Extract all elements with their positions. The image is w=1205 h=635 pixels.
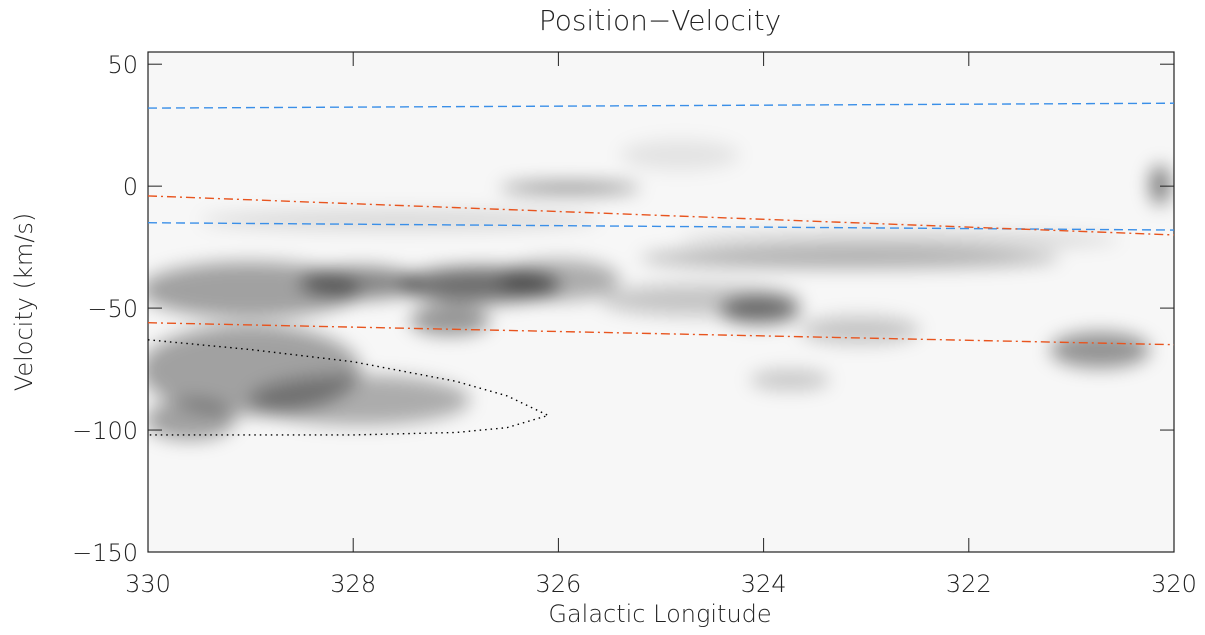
plot-frame (147, 51, 1175, 553)
y-tick-label: 50 (107, 51, 138, 79)
x-tick-label: 330 (125, 570, 171, 598)
chart-title: Position−Velocity (539, 4, 781, 37)
curve (148, 102, 1174, 109)
y-tick-label: −50 (87, 295, 138, 323)
x-axis-label: Galactic Longitude (548, 600, 771, 628)
x-tick-label: 326 (535, 570, 581, 598)
x-tick-label: 324 (741, 570, 787, 598)
x-tick-label: 322 (946, 570, 992, 598)
y-axis-label: Velocity (km/s) (10, 213, 38, 391)
x-tick-label: 320 (1151, 570, 1197, 598)
y-tick-label: −100 (72, 417, 138, 445)
x-tick-label: 328 (330, 570, 376, 598)
curve (148, 322, 1174, 346)
y-tick-label: 0 (123, 173, 138, 201)
y-tick-label: −150 (72, 539, 138, 567)
emission-image (148, 140, 1170, 440)
curve (148, 195, 1174, 236)
curve (148, 339, 551, 436)
